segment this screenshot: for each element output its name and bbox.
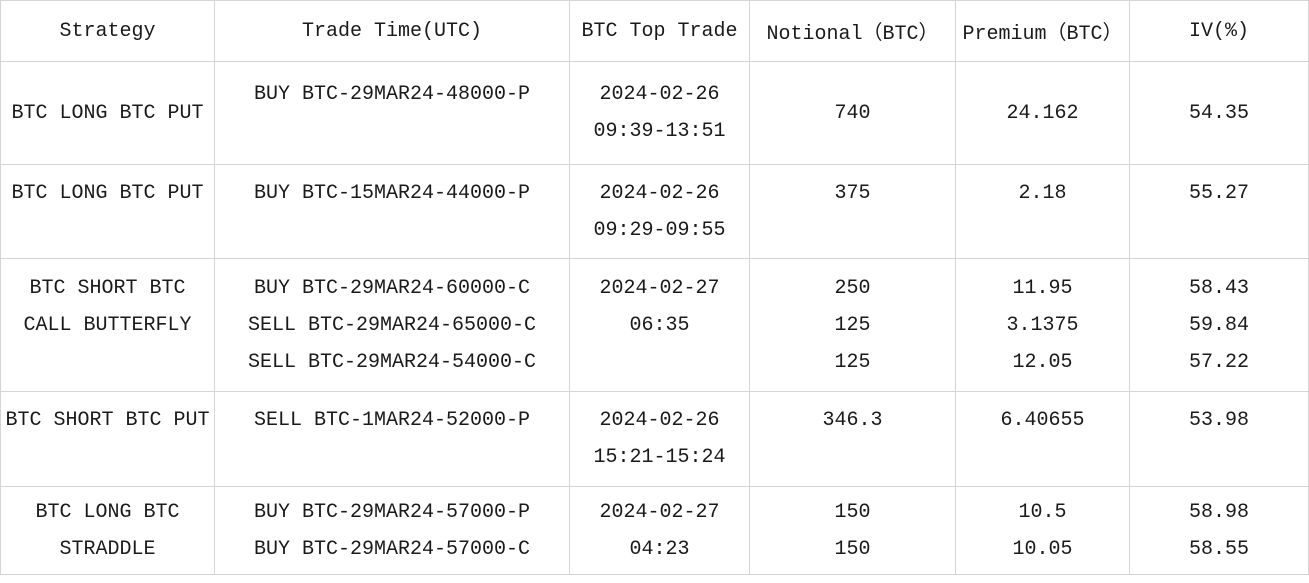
iv-cell: 55.27 (1130, 165, 1309, 259)
trade-date: 2024-02-26 (599, 83, 720, 106)
column-header-label: Premium（BTC） (962, 23, 1123, 46)
notional-value: 375 (834, 181, 871, 205)
premium-value: 11.95 (1012, 276, 1073, 300)
column-header-label: BTC Top Trade (581, 19, 738, 43)
iv-cell: 58.43 59.84 57.22 (1130, 259, 1309, 392)
iv-value: 55.27 (1188, 181, 1249, 205)
table-row: BTC LONG BTC STRADDLE BUY BTC-29MAR24-57… (1, 487, 1309, 575)
trade-leg-cell: SELL BTC-1MAR24-52000-P (215, 392, 570, 487)
premium-value: 10.05 (1012, 537, 1073, 561)
trade-date: 2024-02-26 (599, 181, 720, 205)
strategy-cell: BTC SHORT BTC CALL BUTTERFLY (1, 259, 215, 392)
notional-value: 125 (834, 350, 871, 374)
notional-cell: 346.3 (750, 392, 956, 487)
notional-cell: 740 (750, 62, 956, 165)
trade-time-cell: 2024-02-26 15:21-15:24 (570, 392, 750, 487)
column-header-premium: Premium（BTC） (956, 1, 1130, 62)
iv-value: 53.98 (1188, 409, 1249, 432)
strategy-cell: BTC SHORT BTC PUT (1, 392, 215, 487)
iv-value: 54.35 (1188, 101, 1249, 125)
column-header-strategy: Strategy (1, 1, 215, 62)
trade-leg: BUY BTC-15MAR24-44000-P (253, 181, 531, 205)
premium-cell: 11.95 3.1375 12.05 (956, 259, 1130, 392)
trade-time-range: 09:29-09:55 (593, 218, 726, 242)
table-row: BTC SHORT BTC CALL BUTTERFLY BUY BTC-29M… (1, 259, 1309, 392)
premium-value: 10.5 (1018, 500, 1067, 524)
notional-value: 150 (834, 500, 871, 524)
trade-leg: BUY BTC-29MAR24-57000-C (253, 537, 531, 561)
trade-leg: BUY BTC-29MAR24-57000-P (253, 500, 531, 524)
trade-leg: BUY BTC-29MAR24-60000-C (253, 276, 531, 300)
column-header-label: Trade Time(UTC) (301, 19, 483, 43)
notional-value: 250 (834, 276, 871, 300)
column-header-notional: Notional（BTC） (750, 1, 956, 62)
trade-leg: SELL BTC-29MAR24-54000-C (247, 350, 537, 374)
table-row: BTC SHORT BTC PUT SELL BTC-1MAR24-52000-… (1, 392, 1309, 487)
trade-time-range: 15:21-15:24 (593, 446, 726, 469)
strategy-label: BTC SHORT BTC PUT (5, 409, 210, 432)
iv-value: 59.84 (1188, 313, 1249, 337)
trade-time-cell: 2024-02-27 06:35 (570, 259, 750, 392)
trade-time-cell: 2024-02-26 09:39-13:51 (570, 62, 750, 165)
notional-value: 740 (834, 101, 871, 125)
premium-value: 6.40655 (1000, 409, 1085, 432)
column-header-trade-time: Trade Time(UTC) (215, 1, 570, 62)
trade-date: 2024-02-26 (599, 409, 720, 432)
trade-leg: SELL BTC-1MAR24-52000-P (253, 409, 531, 432)
column-header-label: IV(%) (1188, 19, 1249, 43)
strategy-label: CALL BUTTERFLY (23, 313, 192, 337)
iv-cell: 54.35 (1130, 62, 1309, 165)
strategy-label: BTC LONG BTC (35, 500, 180, 524)
notional-cell: 375 (750, 165, 956, 259)
strategy-cell: BTC LONG BTC PUT (1, 62, 215, 165)
premium-value: 12.05 (1012, 350, 1073, 374)
strategy-cell: BTC LONG BTC STRADDLE (1, 487, 215, 575)
trade-date: 2024-02-27 (599, 500, 720, 524)
premium-value: 3.1375 (1006, 313, 1079, 337)
premium-value: 24.162 (1006, 101, 1079, 125)
column-header-btc-top-trade: BTC Top Trade (570, 1, 750, 62)
table-row: BTC LONG BTC PUT BUY BTC-15MAR24-44000-P… (1, 165, 1309, 259)
header-row: Strategy Trade Time(UTC) BTC Top Trade N… (1, 1, 1309, 62)
iv-value: 58.98 (1188, 500, 1249, 524)
premium-cell: 10.5 10.05 (956, 487, 1130, 575)
notional-cell: 250 125 125 (750, 259, 956, 392)
iv-cell: 53.98 (1130, 392, 1309, 487)
trade-date: 2024-02-27 (599, 276, 720, 300)
trade-leg: BUY BTC-29MAR24-48000-P (253, 83, 531, 106)
notional-cell: 150 150 (750, 487, 956, 575)
trade-time-range: 06:35 (629, 313, 690, 337)
strategy-label: BTC SHORT BTC (29, 276, 186, 300)
column-header-label: Notional（BTC） (766, 23, 939, 46)
notional-value: 150 (834, 537, 871, 561)
strategy-label: STRADDLE (59, 537, 156, 561)
iv-value: 58.43 (1188, 276, 1249, 300)
trade-time-range: 09:39-13:51 (593, 120, 726, 143)
premium-cell: 2.18 (956, 165, 1130, 259)
notional-value: 346.3 (822, 409, 883, 432)
column-header-label: Strategy (59, 19, 156, 43)
iv-value: 58.55 (1188, 537, 1249, 561)
table-row: BTC LONG BTC PUT BUY BTC-29MAR24-48000-P… (1, 62, 1309, 165)
trade-time-cell: 2024-02-27 04:23 (570, 487, 750, 575)
iv-value: 57.22 (1188, 350, 1249, 374)
premium-cell: 24.162 (956, 62, 1130, 165)
trade-leg: SELL BTC-29MAR24-65000-C (247, 313, 537, 337)
trade-leg-cell: BUY BTC-29MAR24-57000-P BUY BTC-29MAR24-… (215, 487, 570, 575)
strategy-cell: BTC LONG BTC PUT (1, 165, 215, 259)
trade-leg-cell: BUY BTC-29MAR24-60000-C SELL BTC-29MAR24… (215, 259, 570, 392)
trade-leg-cell: BUY BTC-29MAR24-48000-P (215, 62, 570, 165)
column-header-iv: IV(%) (1130, 1, 1309, 62)
notional-value: 125 (834, 313, 871, 337)
strategy-label: BTC LONG BTC PUT (11, 101, 204, 125)
trade-time-range: 04:23 (629, 537, 690, 561)
iv-cell: 58.98 58.55 (1130, 487, 1309, 575)
premium-cell: 6.40655 (956, 392, 1130, 487)
premium-value: 2.18 (1018, 181, 1067, 205)
strategy-label: BTC LONG BTC PUT (11, 181, 204, 205)
trade-time-cell: 2024-02-26 09:29-09:55 (570, 165, 750, 259)
trade-leg-cell: BUY BTC-15MAR24-44000-P (215, 165, 570, 259)
